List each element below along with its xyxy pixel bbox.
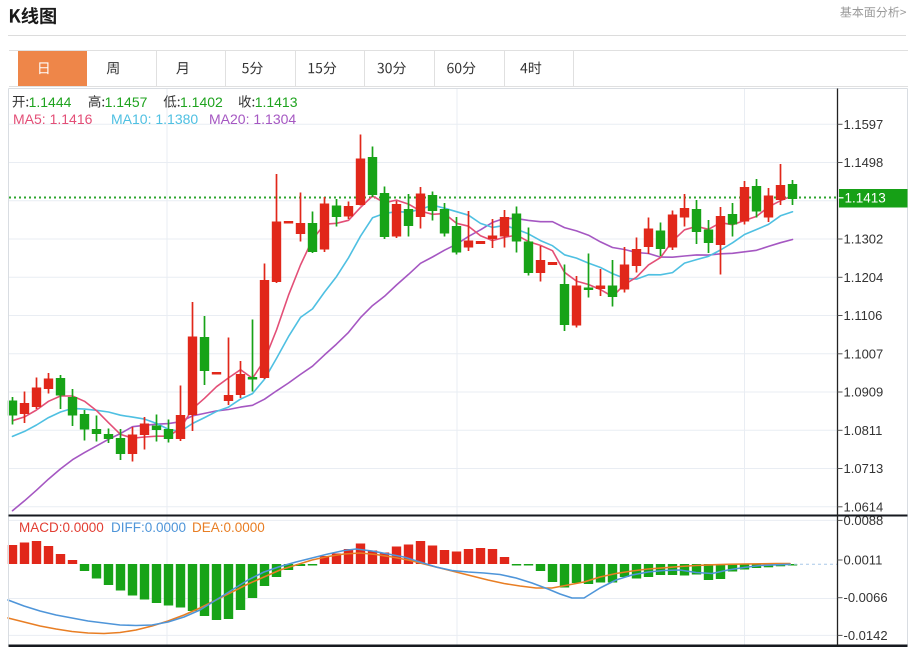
svg-text:1.1302: 1.1302: [844, 232, 884, 247]
svg-text:1.0614: 1.0614: [844, 499, 884, 514]
svg-text:1.1106: 1.1106: [844, 308, 883, 323]
svg-text:0.0011: 0.0011: [844, 553, 883, 568]
svg-text:1.1457: 1.1457: [105, 94, 148, 110]
svg-text:1.0909: 1.0909: [844, 385, 884, 400]
svg-text:1.1402: 1.1402: [180, 94, 223, 110]
svg-text:1.0811: 1.0811: [844, 423, 883, 438]
svg-text:1.1413: 1.1413: [845, 191, 886, 206]
svg-text:1.1597: 1.1597: [844, 117, 884, 132]
svg-text:1.1007: 1.1007: [844, 346, 884, 361]
svg-text:1.1498: 1.1498: [844, 155, 884, 170]
svg-text:1.1204: 1.1204: [844, 270, 884, 285]
svg-text:1.1444: 1.1444: [29, 94, 72, 110]
svg-text:1.0713: 1.0713: [844, 461, 884, 476]
svg-text:0.0088: 0.0088: [844, 513, 884, 528]
svg-text:1.1413: 1.1413: [255, 94, 298, 110]
svg-text:-0.0142: -0.0142: [844, 628, 888, 643]
svg-text:-0.0066: -0.0066: [844, 590, 888, 605]
